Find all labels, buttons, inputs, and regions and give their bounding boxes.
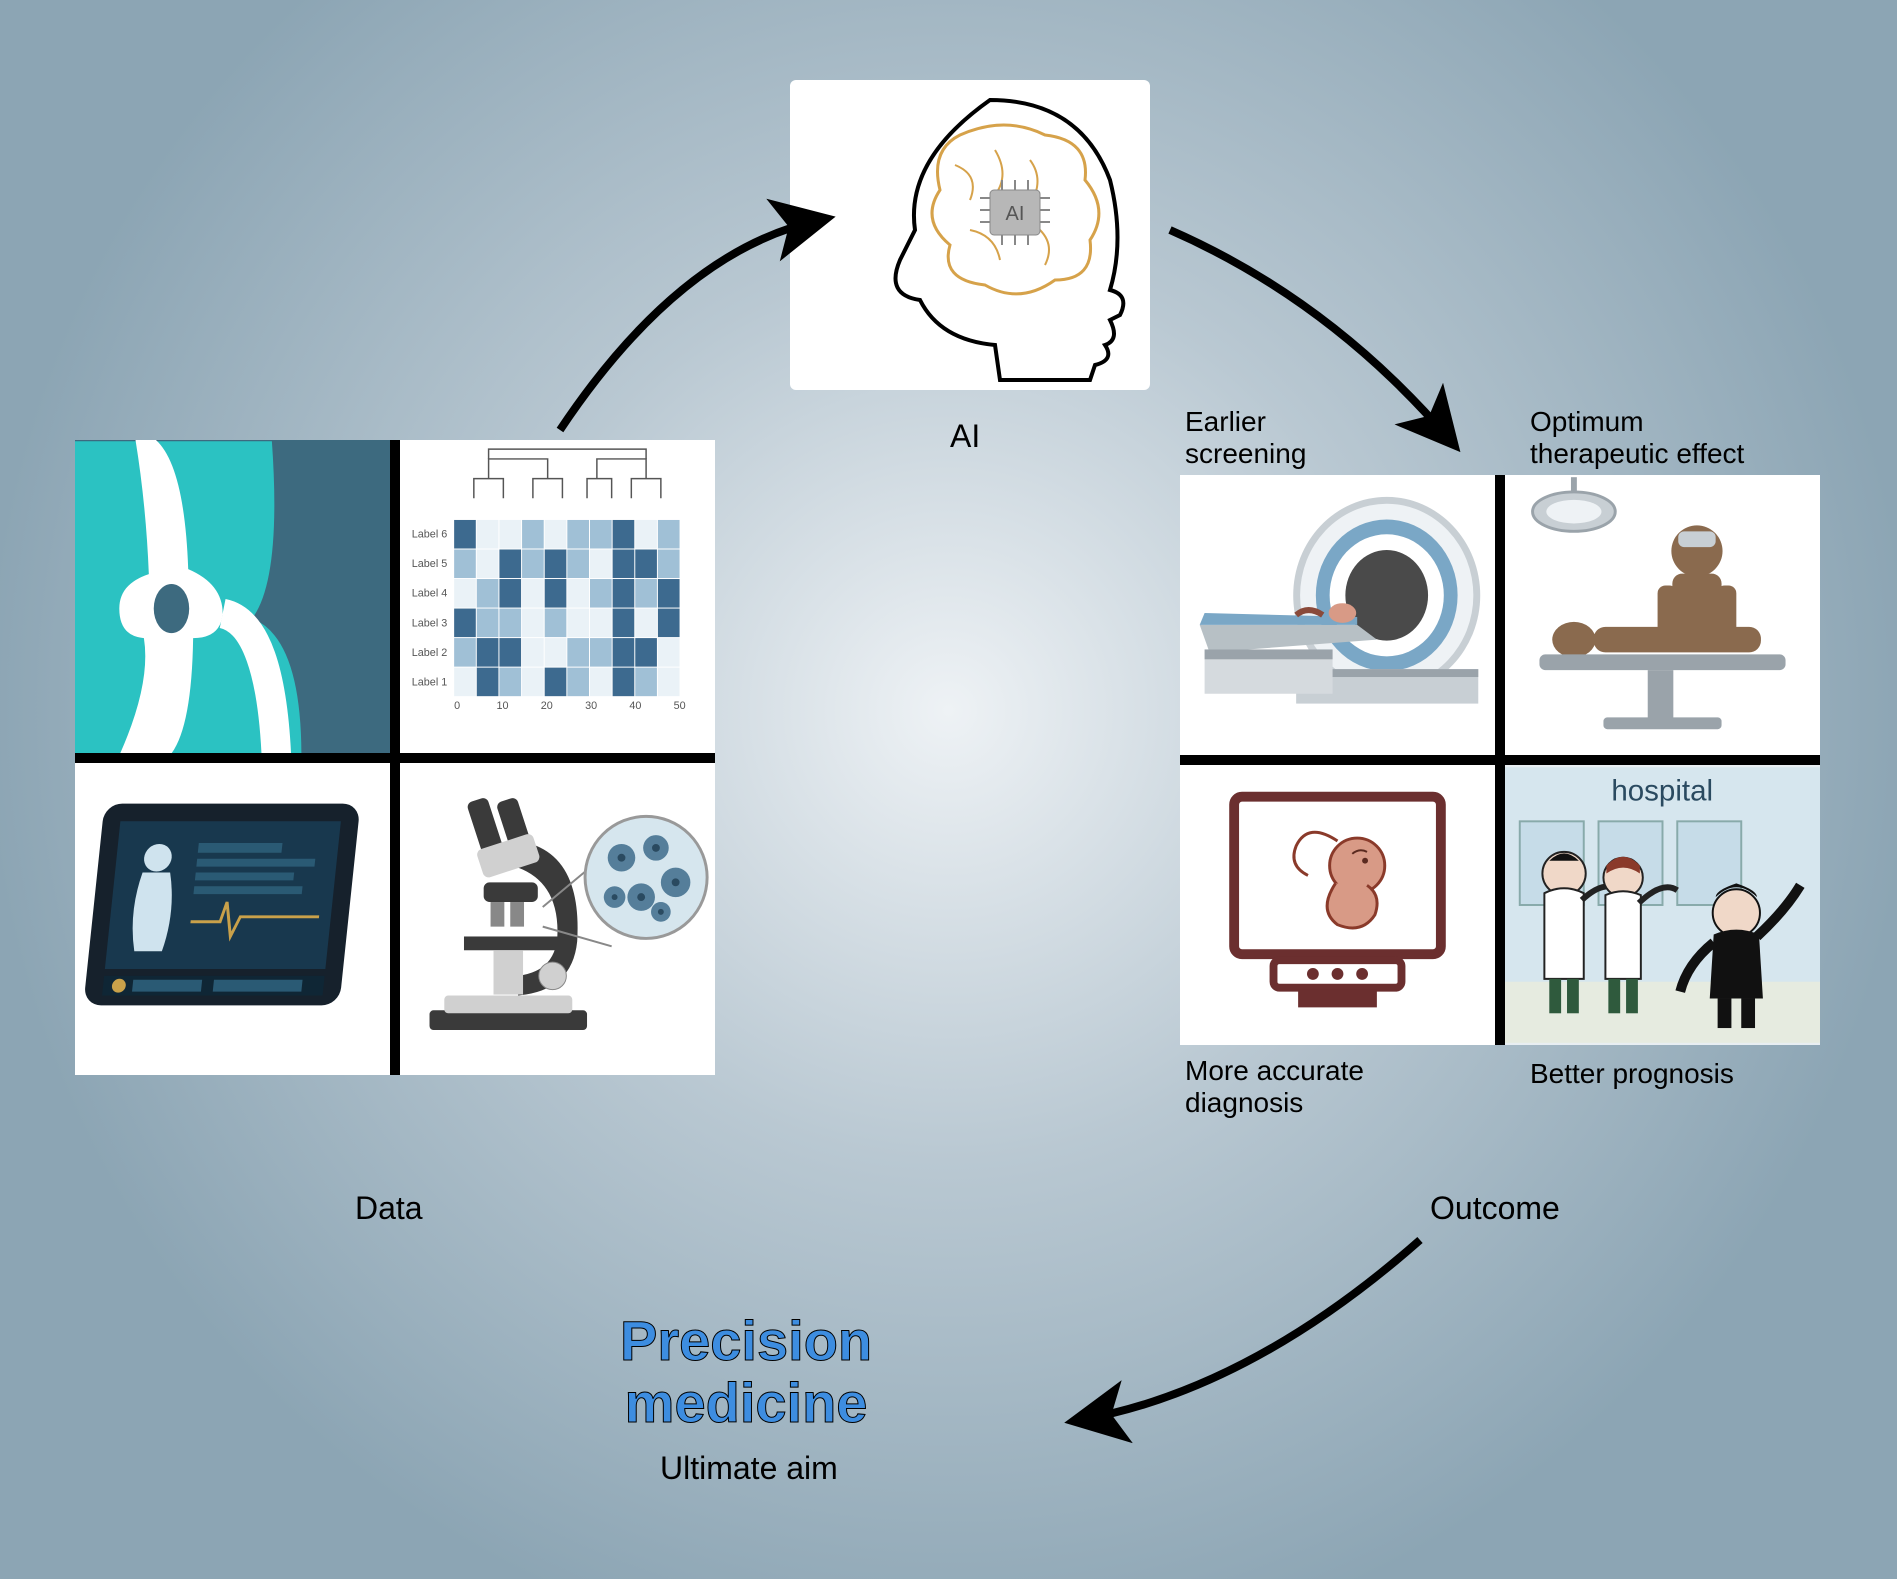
canvas: AI AI xyxy=(0,0,1897,1579)
arrow-ai-to-outcome xyxy=(1170,230,1450,440)
arrows-svg xyxy=(0,0,1897,1579)
arrow-outcome-to-aim xyxy=(1080,1240,1420,1420)
arrow-data-to-ai xyxy=(560,220,820,430)
